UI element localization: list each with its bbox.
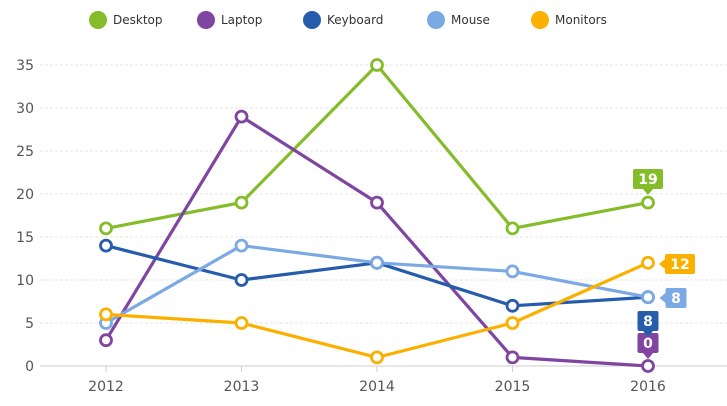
legend-item-monitors: Monitors	[531, 11, 607, 29]
data-point-monitors	[99, 307, 113, 322]
data-point-keyboard	[234, 273, 249, 287]
data-point-laptop	[370, 195, 384, 210]
legend-label: Laptop	[221, 13, 262, 27]
data-point-laptop	[505, 350, 520, 365]
end-label-value: 12	[670, 257, 689, 273]
end-label-pointer	[643, 353, 653, 359]
data-point-laptop	[641, 359, 655, 373]
data-point-desktop	[234, 195, 249, 210]
data-point-monitors	[641, 255, 655, 270]
data-point-keyboard	[505, 298, 520, 313]
end-label-box	[637, 333, 659, 353]
data-point-mouse	[370, 255, 384, 270]
data-point-keyboard	[99, 238, 113, 253]
data-point-desktop	[641, 195, 655, 210]
legend-swatch	[197, 11, 215, 29]
legend-label: Mouse	[451, 13, 490, 27]
y-tick-label: 0	[25, 359, 34, 375]
x-tick-label: 2014	[359, 379, 395, 395]
data-point-desktop	[505, 221, 520, 236]
y-tick-label: 25	[16, 144, 34, 160]
legend-label: Monitors	[555, 13, 607, 27]
legend-swatch	[427, 11, 445, 29]
data-point-mouse	[234, 238, 249, 253]
end-label-box	[665, 254, 695, 274]
x-axis: 2012 2013 2014 2015 2016	[88, 366, 666, 395]
legend-item-desktop: Desktop	[89, 11, 163, 29]
series-points	[99, 58, 655, 373]
legend: Desktop Laptop Keyboard Mouse Monitors	[89, 11, 607, 29]
data-point-mouse	[505, 264, 520, 279]
end-label-pointer	[643, 331, 653, 337]
series-line-laptop	[104, 114, 650, 368]
legend-swatch	[89, 11, 107, 29]
end-label-laptop: 0	[637, 333, 659, 359]
y-axis: 0 5 10 15 20 25 30 35	[16, 58, 34, 375]
end-label-value: 8	[643, 314, 653, 330]
end-label-pointer	[643, 189, 653, 195]
x-tick-label: 2016	[630, 379, 666, 395]
y-tick-label: 35	[16, 58, 34, 74]
y-tick-label: 10	[16, 273, 34, 289]
y-tick-label: 5	[25, 316, 34, 332]
data-point-desktop	[370, 58, 384, 72]
data-point-laptop	[99, 333, 113, 348]
end-label-pointer	[659, 293, 666, 303]
legend-item-laptop: Laptop	[197, 11, 262, 29]
x-tick-label: 2012	[88, 379, 124, 395]
y-tick-label: 15	[16, 230, 34, 246]
data-point-laptop	[234, 109, 249, 124]
x-tick-label: 2015	[495, 379, 531, 395]
x-tick-label: 2013	[224, 379, 260, 395]
data-point-monitors	[505, 316, 520, 330]
legend-item-mouse: Mouse	[427, 11, 490, 29]
legend-swatch	[303, 11, 321, 29]
series-lines	[104, 63, 650, 368]
legend-item-keyboard: Keyboard	[303, 11, 383, 29]
grid-lines	[40, 64, 727, 367]
end-label-keyboard: 8	[637, 311, 659, 337]
end-label-desktop: 19	[633, 169, 663, 195]
end-label-pointer	[659, 259, 665, 269]
end-label-value: 0	[643, 336, 653, 352]
data-point-monitors	[370, 350, 384, 365]
data-point-desktop	[99, 221, 113, 236]
y-tick-label: 20	[16, 187, 34, 203]
end-label-box	[665, 288, 687, 308]
end-label-monitors: 12	[659, 254, 695, 274]
legend-label: Desktop	[113, 13, 163, 27]
end-label-box	[637, 311, 659, 331]
legend-label: Keyboard	[327, 13, 383, 27]
data-point-monitors	[234, 316, 249, 330]
data-point-mouse	[641, 290, 655, 305]
end-label-value: 8	[671, 291, 681, 307]
y-tick-label: 30	[16, 101, 34, 117]
end-labels: 19 0 8 8 12	[633, 169, 695, 359]
legend-swatch	[531, 11, 549, 29]
end-label-mouse: 8	[659, 288, 687, 308]
end-label-value: 19	[638, 172, 657, 188]
end-label-box	[633, 169, 663, 189]
